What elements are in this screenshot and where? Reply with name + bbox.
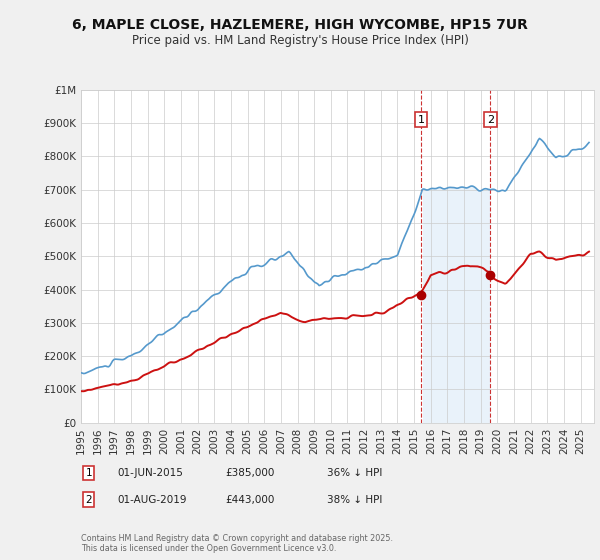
Text: Price paid vs. HM Land Registry's House Price Index (HPI): Price paid vs. HM Land Registry's House …	[131, 34, 469, 46]
Text: 01-AUG-2019: 01-AUG-2019	[117, 494, 187, 505]
Text: 36% ↓ HPI: 36% ↓ HPI	[327, 468, 382, 478]
Text: 6, MAPLE CLOSE, HAZLEMERE, HIGH WYCOMBE, HP15 7UR: 6, MAPLE CLOSE, HAZLEMERE, HIGH WYCOMBE,…	[72, 18, 528, 32]
Text: 1: 1	[418, 115, 425, 124]
Text: 1: 1	[85, 468, 92, 478]
Text: £443,000: £443,000	[225, 494, 274, 505]
Text: 2: 2	[487, 115, 494, 124]
Text: 01-JUN-2015: 01-JUN-2015	[117, 468, 183, 478]
Text: Contains HM Land Registry data © Crown copyright and database right 2025.
This d: Contains HM Land Registry data © Crown c…	[81, 534, 393, 553]
Text: £385,000: £385,000	[225, 468, 274, 478]
Text: 38% ↓ HPI: 38% ↓ HPI	[327, 494, 382, 505]
Text: 2: 2	[85, 494, 92, 505]
